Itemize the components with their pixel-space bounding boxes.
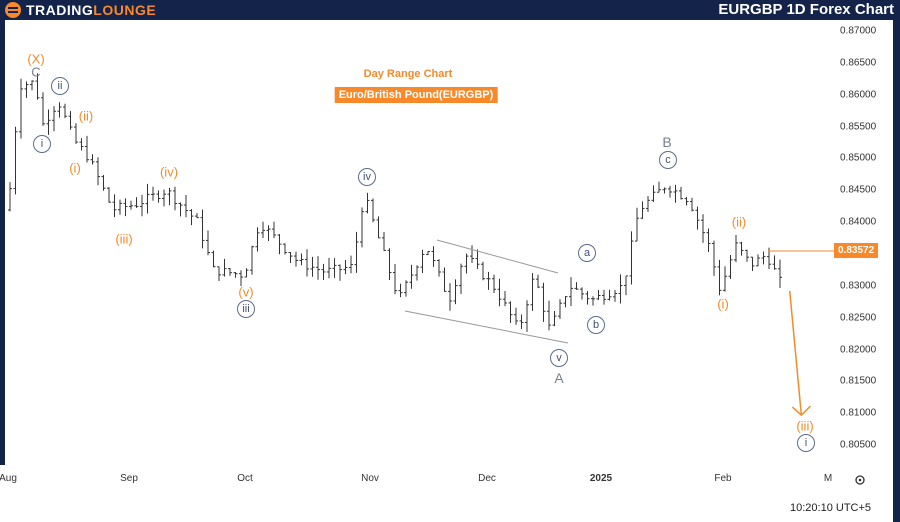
wedge-lower-line — [404, 310, 569, 344]
price-tick: 0.82000 — [840, 344, 877, 355]
wave-label: b — [587, 316, 605, 334]
wave-label: i — [33, 135, 51, 153]
wave-label: (iv) — [159, 164, 179, 180]
price-tick: 0.81000 — [840, 407, 877, 419]
chart-subtitle: Day Range Chart — [363, 68, 453, 80]
price-tick: 0.84000 — [840, 216, 877, 228]
wave-label: (ii) — [731, 214, 747, 230]
time-tick: Feb — [714, 473, 732, 484]
chart-title: EURGBP 1D Forex Chart — [718, 1, 894, 18]
wave-label: (v) — [238, 284, 254, 300]
instrument-badge: Euro/British Pound(EURGBP) — [334, 87, 498, 103]
time-tick: Aug — [0, 473, 17, 484]
wave-label: (iii) — [796, 418, 814, 434]
price-tick: 0.87000 — [840, 25, 877, 37]
clock: 10:20:10 UTC+5 — [790, 502, 872, 514]
wave-label: (i) — [717, 296, 729, 312]
wave-label: A — [554, 370, 564, 386]
wave-label: iv — [358, 168, 376, 186]
wave-label: (ii) — [78, 108, 94, 124]
wedge-upper-line — [436, 239, 559, 274]
wave-label: ii — [51, 77, 69, 95]
left-border — [0, 20, 5, 465]
price-tick: 0.82500 — [840, 312, 877, 324]
logo: TRADING LOUNGE — [4, 1, 156, 19]
wave-label: C — [31, 64, 41, 80]
time-tick: Nov — [361, 473, 379, 484]
wave-label: iii — [237, 300, 255, 318]
time-tick: 2025 — [589, 473, 613, 484]
arrow-head-icon — [791, 405, 811, 417]
wave-label: (iii) — [115, 231, 133, 247]
wave-label: B — [662, 134, 672, 150]
last-price-tag: 0.83572 — [834, 243, 879, 258]
wave-label: v — [550, 349, 568, 367]
wave-label: a — [578, 244, 596, 262]
settings-icon[interactable] — [854, 474, 866, 486]
time-tick: Oct — [237, 473, 253, 484]
time-tick: Sep — [120, 473, 138, 484]
projection-arrow — [788, 290, 803, 416]
price-tick: 0.81500 — [840, 375, 877, 387]
time-tick: Dec — [478, 473, 496, 484]
price-tick: 0.84500 — [840, 184, 877, 196]
wave-label: (i) — [69, 160, 81, 176]
price-tick: 0.85500 — [840, 121, 877, 133]
wave-label: c — [659, 151, 677, 169]
time-tick: M — [823, 473, 833, 484]
wave-label: i — [797, 434, 815, 452]
price-tick: 0.83000 — [840, 280, 877, 292]
price-tick: 0.86500 — [840, 57, 877, 69]
price-tick: 0.86000 — [840, 89, 877, 101]
header-bar: TRADING LOUNGE EURGBP 1D Forex Chart — [0, 0, 900, 20]
price-tick: 0.80500 — [840, 439, 877, 451]
right-border — [893, 20, 900, 522]
price-tick: 0.85000 — [840, 152, 877, 164]
wave-label: (X) — [27, 51, 45, 67]
logo-icon — [5, 2, 21, 18]
